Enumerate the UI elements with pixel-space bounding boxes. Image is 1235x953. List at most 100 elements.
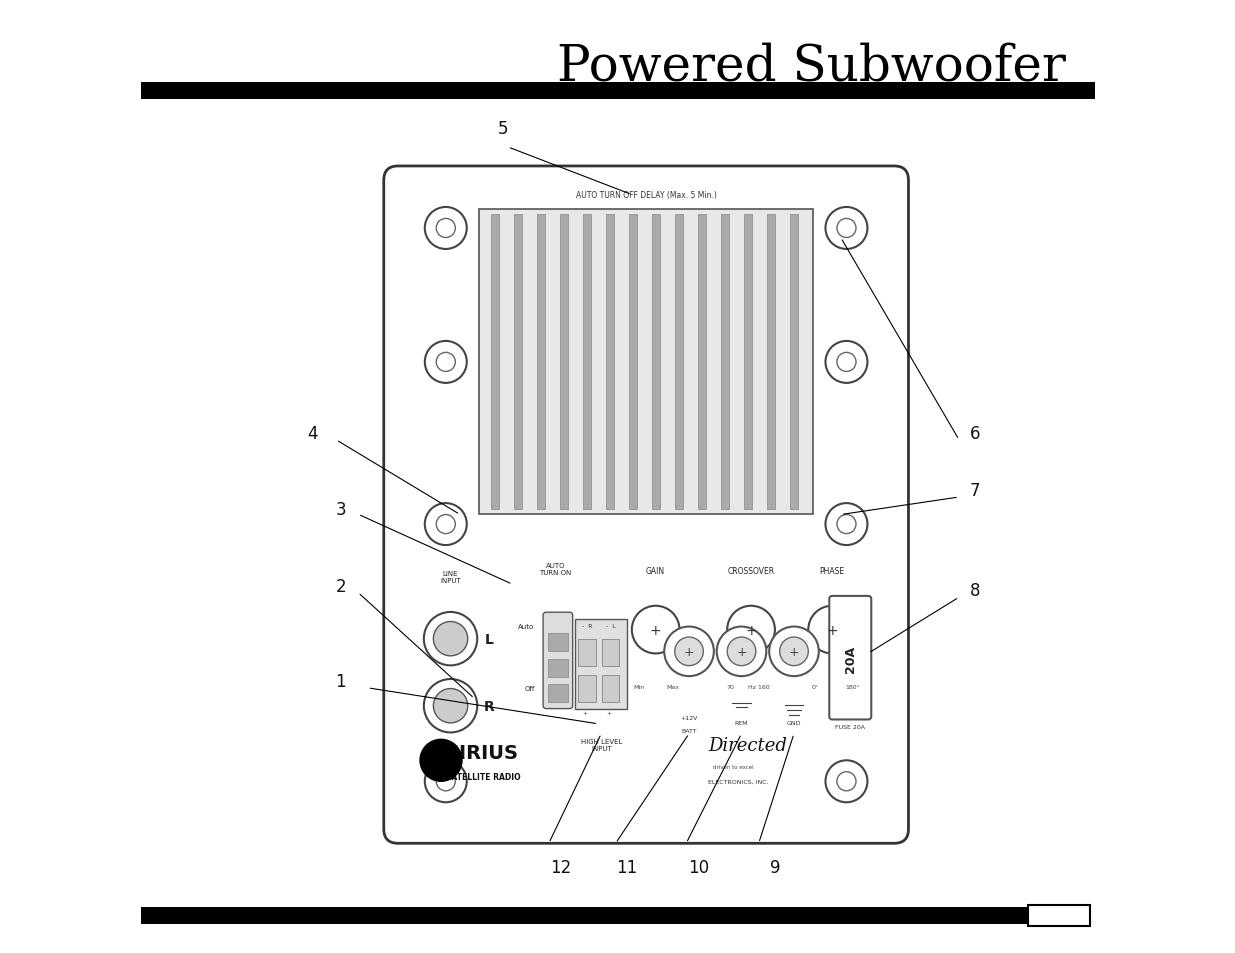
Bar <box>514 214 521 510</box>
Bar <box>548 659 568 677</box>
Text: 4: 4 <box>308 425 317 442</box>
Text: ELECTRONICS, INC.: ELECTRONICS, INC. <box>708 779 768 784</box>
Text: 9: 9 <box>769 859 781 876</box>
Text: 11: 11 <box>616 859 637 876</box>
Bar <box>721 214 729 510</box>
Bar <box>652 214 659 510</box>
Circle shape <box>825 341 867 383</box>
Circle shape <box>433 689 468 723</box>
Circle shape <box>825 208 867 250</box>
Circle shape <box>424 679 477 733</box>
FancyBboxPatch shape <box>829 597 871 720</box>
Text: +: + <box>606 711 611 716</box>
Text: Off: Off <box>524 685 535 691</box>
Text: Auto: Auto <box>519 623 535 629</box>
Circle shape <box>769 627 819 677</box>
Text: R: R <box>483 699 494 713</box>
Text: HIGH LEVEL
INPUT: HIGH LEVEL INPUT <box>580 739 622 752</box>
Bar <box>578 639 595 666</box>
Bar <box>790 214 798 510</box>
Text: +: + <box>826 623 839 637</box>
Text: BATT: BATT <box>682 728 697 733</box>
Bar <box>574 619 627 710</box>
Text: +: + <box>745 623 757 637</box>
Circle shape <box>837 219 856 238</box>
Text: GND: GND <box>787 720 802 725</box>
Circle shape <box>425 760 467 802</box>
Circle shape <box>436 515 456 534</box>
Text: 12: 12 <box>550 859 571 876</box>
Text: Hz 160: Hz 160 <box>748 684 769 689</box>
Circle shape <box>727 606 774 654</box>
Bar <box>548 634 568 652</box>
Text: Directed: Directed <box>708 737 787 754</box>
Bar <box>583 214 590 510</box>
Circle shape <box>837 515 856 534</box>
Bar <box>606 214 614 510</box>
Circle shape <box>837 353 856 372</box>
Text: +: + <box>736 645 747 659</box>
Bar <box>490 214 499 510</box>
Text: Max: Max <box>667 684 679 689</box>
Circle shape <box>825 503 867 545</box>
Bar <box>141 907 1028 924</box>
Circle shape <box>425 503 467 545</box>
Bar <box>698 214 706 510</box>
Bar <box>629 214 637 510</box>
Bar <box>548 684 568 702</box>
Text: +: + <box>684 645 694 659</box>
Bar <box>767 214 776 510</box>
Circle shape <box>674 638 704 666</box>
Bar <box>603 639 620 666</box>
Text: 6: 6 <box>969 425 981 442</box>
Text: +: + <box>650 623 662 637</box>
Bar <box>141 83 1094 100</box>
Text: L: L <box>484 632 493 646</box>
Text: AUTO TURN OFF DELAY (Max. 5 Min.): AUTO TURN OFF DELAY (Max. 5 Min.) <box>576 192 716 200</box>
Circle shape <box>436 772 456 791</box>
Text: -  R: - R <box>582 624 593 629</box>
Text: PHASE: PHASE <box>820 566 845 576</box>
Circle shape <box>436 219 456 238</box>
Text: 70: 70 <box>726 684 734 689</box>
Bar <box>578 675 595 702</box>
Text: LINE
INPUT: LINE INPUT <box>440 570 461 583</box>
Text: 8: 8 <box>969 582 981 599</box>
Text: 2: 2 <box>336 578 346 595</box>
Bar <box>479 210 813 515</box>
Text: -  L: - L <box>606 624 616 629</box>
Text: GAIN: GAIN <box>646 566 666 576</box>
Bar <box>603 675 620 702</box>
Text: driven to excel: driven to excel <box>713 763 753 769</box>
Bar <box>1028 905 1089 926</box>
Text: 7: 7 <box>969 482 981 499</box>
Text: 10: 10 <box>688 859 709 876</box>
Text: SIRIUS: SIRIUS <box>446 743 519 762</box>
Text: +12V: +12V <box>680 716 698 720</box>
Circle shape <box>425 208 467 250</box>
Bar <box>743 214 752 510</box>
Circle shape <box>727 638 756 666</box>
Bar <box>559 214 568 510</box>
Text: Min: Min <box>632 684 643 689</box>
Text: 180°: 180° <box>846 684 861 689</box>
Text: 0°: 0° <box>811 684 819 689</box>
Text: +: + <box>789 645 799 659</box>
Circle shape <box>716 627 767 677</box>
Text: +: + <box>582 711 588 716</box>
Circle shape <box>837 772 856 791</box>
Bar <box>674 214 683 510</box>
Text: CROSSOVER: CROSSOVER <box>727 566 774 576</box>
Bar <box>537 214 545 510</box>
Circle shape <box>420 740 462 781</box>
Circle shape <box>664 627 714 677</box>
Text: REM: REM <box>735 720 748 725</box>
Text: AUTO
TURN ON: AUTO TURN ON <box>540 562 572 576</box>
Text: 3: 3 <box>336 501 346 518</box>
Text: 1: 1 <box>336 673 346 690</box>
Text: Powered Subwoofer: Powered Subwoofer <box>557 42 1066 91</box>
FancyBboxPatch shape <box>384 167 909 843</box>
Text: FUSE 20A: FUSE 20A <box>835 724 866 729</box>
Circle shape <box>808 606 856 654</box>
Circle shape <box>632 606 679 654</box>
